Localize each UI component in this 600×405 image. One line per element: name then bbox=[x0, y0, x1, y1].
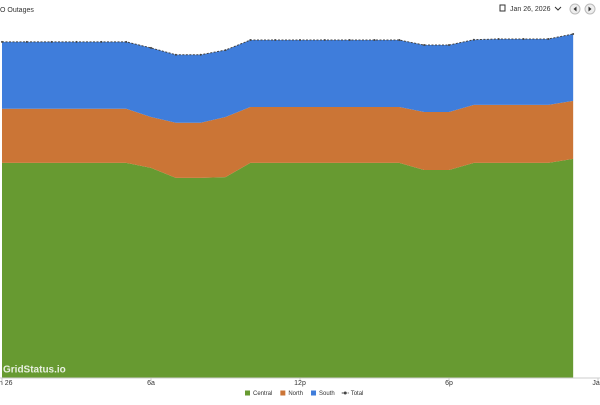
watermark: GridStatus.io bbox=[3, 365, 66, 376]
total-point bbox=[174, 53, 177, 56]
total-point bbox=[1, 40, 3, 43]
chevron bbox=[554, 6, 562, 11]
legend-symbol bbox=[245, 390, 250, 396]
date-label[interactable]: Jan 26, 2026 bbox=[510, 6, 551, 13]
x-tick-label: 6p bbox=[445, 380, 453, 387]
total-point bbox=[448, 44, 450, 47]
legend-symbol bbox=[280, 390, 286, 396]
total-point bbox=[125, 40, 128, 43]
total-point bbox=[572, 32, 575, 35]
total-point bbox=[100, 40, 103, 43]
total-point bbox=[373, 39, 376, 42]
calendar-icon bbox=[499, 4, 506, 12]
total-point bbox=[423, 44, 426, 47]
total-point bbox=[150, 46, 152, 49]
legend-label: Central bbox=[253, 391, 272, 397]
total-line bbox=[2, 33, 574, 56]
chart-title: O Outages bbox=[0, 7, 34, 14]
total-point bbox=[274, 39, 277, 42]
total-point bbox=[50, 40, 53, 43]
next-icon bbox=[588, 6, 592, 12]
total-point bbox=[299, 39, 301, 42]
total-point bbox=[547, 37, 550, 40]
legend-label: South bbox=[319, 391, 335, 397]
area bbox=[2, 158, 574, 378]
x-tick-label: 12p bbox=[294, 380, 306, 387]
total-point bbox=[25, 40, 28, 43]
total-point bbox=[249, 39, 252, 42]
total-point bbox=[224, 49, 227, 52]
legend-label: Total bbox=[351, 391, 364, 397]
legend-label: North bbox=[288, 391, 303, 397]
legend-symbol bbox=[343, 391, 347, 395]
legend-symbol bbox=[311, 390, 317, 396]
x-tick-label: Jan 26 bbox=[0, 380, 13, 387]
total-point bbox=[323, 39, 326, 42]
total-point bbox=[398, 39, 401, 42]
plot: Jan 26 6a 12p 6p Jan Central North South Total bbox=[0, 32, 600, 397]
date-picker[interactable]: Jan 26, 2026 bbox=[499, 4, 562, 13]
area bbox=[2, 33, 574, 123]
total-point bbox=[472, 38, 475, 41]
total-point bbox=[348, 39, 351, 42]
x-tick-label: 6a bbox=[147, 380, 155, 387]
area bbox=[2, 100, 574, 178]
total-point bbox=[522, 37, 525, 40]
x-tick-label: Jan bbox=[592, 380, 600, 387]
legend: Central North South Total bbox=[245, 390, 364, 397]
prev-icon bbox=[573, 6, 577, 12]
total-point bbox=[75, 40, 78, 43]
total-point bbox=[497, 37, 500, 40]
total-point bbox=[199, 53, 202, 56]
